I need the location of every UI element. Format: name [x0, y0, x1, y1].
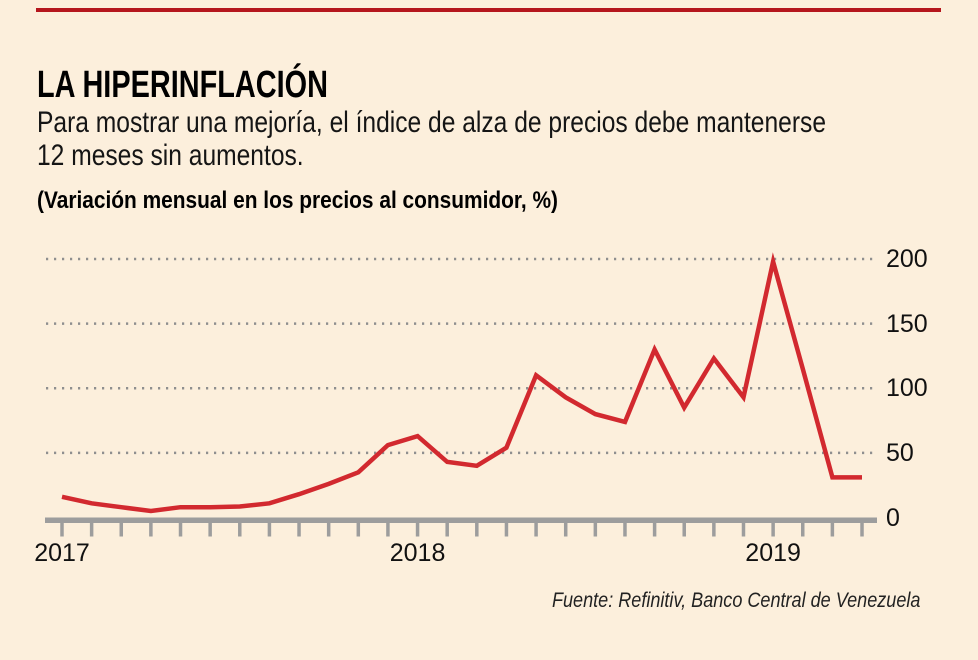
x-tick-2017-06 [208, 523, 212, 537]
x-year-label-2019: 2019 [745, 539, 801, 567]
x-tick-2017-01 [60, 523, 64, 537]
x-tick-2017-02 [89, 523, 94, 537]
x-tick-2018-11 [712, 523, 716, 537]
x-tick-2019-01 [771, 523, 775, 537]
page-title-text: LA HIPERINFLACIÓN [37, 64, 328, 106]
x-tick-2018-06 [563, 523, 568, 537]
x-tick-2017-11 [356, 523, 361, 537]
x-tick-2017-09 [297, 523, 301, 537]
x-tick-2018-05 [534, 523, 538, 537]
x-tick-2018-10 [682, 523, 686, 537]
y-tick-label-100: 100 [886, 374, 928, 403]
top-accent-bar [36, 8, 941, 12]
x-tick-2018-04 [504, 523, 509, 537]
x-tick-2018-12 [741, 523, 746, 537]
x-tick-2019-04 [860, 523, 864, 537]
x-tick-2018-02 [445, 523, 449, 537]
y-tick-label-200: 200 [886, 245, 928, 273]
x-tick-2018-07 [593, 523, 598, 537]
x-tick-2018-03 [475, 523, 479, 537]
subtitle-line-1: Para mostrar una mejoría, el índice de a… [37, 106, 827, 139]
chart-units-label: (Variación mensual en los precios al con… [37, 187, 559, 214]
x-axis-bar [45, 517, 877, 523]
chart-subtitle: Para mostrar una mejoría, el índice de a… [37, 106, 978, 172]
inflation-series-line [61, 252, 862, 514]
x-tick-2017-12 [386, 523, 390, 537]
x-tick-2018-08 [623, 523, 627, 537]
x-tick-2017-07 [238, 523, 242, 537]
x-tick-2018-09 [652, 523, 657, 537]
x-tick-2017-10 [326, 523, 331, 537]
y-tick-label-0: 0 [886, 503, 900, 532]
x-tick-2019-02 [801, 523, 805, 537]
subtitle-line-2: 12 meses sin aumentos. [37, 139, 304, 172]
y-tick-label-50: 50 [886, 438, 914, 467]
x-tick-2017-04 [149, 523, 153, 537]
x-tick-2017-08 [267, 523, 272, 537]
x-year-label-2017: 2017 [34, 539, 90, 567]
y-tick-label-150: 150 [886, 309, 928, 338]
source-credit: Fuente: Refinitiv, Banco Central de Vene… [551, 589, 920, 612]
x-tick-2018-01 [415, 523, 420, 537]
x-tick-2017-05 [178, 523, 183, 537]
page-title: LA HIPERINFLACIÓN [37, 64, 420, 106]
x-tick-2019-03 [830, 523, 835, 537]
x-year-label-2018: 2018 [389, 539, 446, 567]
x-tick-2017-03 [119, 523, 124, 537]
